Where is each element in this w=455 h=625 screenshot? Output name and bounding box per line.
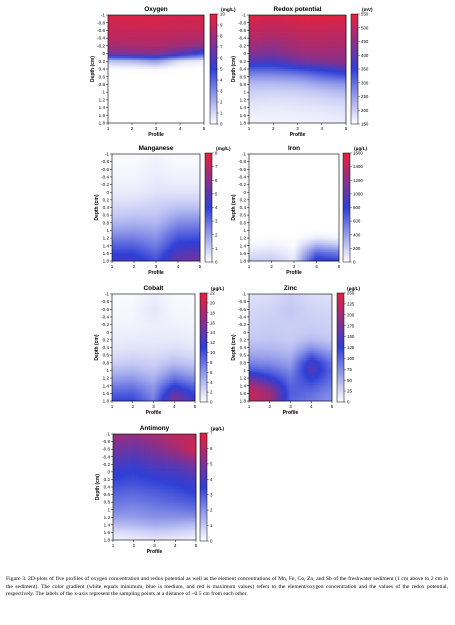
y-tick-label: -0.4 [97, 36, 105, 41]
colorbar: 012345678910 [210, 12, 225, 127]
x-tick-label: 1 [107, 126, 110, 131]
y-axis-label: Depth (cm) [90, 56, 96, 82]
colorbar-tick-label: 6 [220, 56, 223, 61]
panel-oxygen: Oxygen-1-0.8-0.6-0.4-0.200.20.40.60.811.… [90, 6, 236, 138]
y-tick-label: 1.2 [99, 97, 106, 102]
colorbar-tick-label: 5 [220, 67, 223, 72]
y-tick-label: -0.2 [97, 43, 105, 48]
colorbar-scale [210, 14, 217, 124]
heatmap-field [108, 15, 204, 123]
y-tick-label: 0.8 [99, 82, 106, 87]
colorbar-tick-label: 1 [220, 111, 223, 116]
y-tick-label: 0.6 [99, 74, 106, 79]
colorbar-tick-label: 2 [220, 100, 223, 105]
x-axis-label: Profile [148, 132, 164, 138]
colorbar-tick-label: 3 [220, 89, 223, 94]
colorbar-tick-label: 9 [220, 23, 223, 28]
heatmap-field [249, 15, 346, 123]
colorbar-unit: (mg/L) [221, 7, 236, 13]
colorbar-tick-label: 7 [220, 45, 223, 50]
colorbar-tick-label: 0 [220, 122, 223, 127]
y-tick-label: 0 [102, 51, 105, 56]
y-tick-label: -0.6 [97, 28, 105, 33]
x-tick-label: 2 [131, 126, 134, 131]
x-tick-label: 4 [179, 126, 182, 131]
y-tick-label: 0.4 [99, 67, 106, 72]
colorbar-tick-label: 4 [220, 78, 223, 83]
x-tick-label: 3 [155, 126, 158, 131]
panel-redox-potential: Redox potential-1-0.8-0.6-0.4-0.200.20.4… [231, 6, 373, 138]
y-tick-label: 0.2 [99, 59, 106, 64]
y-tick-label: 1.4 [99, 105, 106, 110]
x-tick-label: 5 [203, 126, 206, 131]
y-tick-label: -0.8 [97, 20, 105, 25]
y-tick-label: 1 [102, 90, 105, 95]
panel-title: Oxygen [144, 6, 168, 13]
y-tick-label: 1.6 [99, 113, 106, 118]
y-tick-label: -1 [101, 13, 106, 18]
y-tick-label: 1.8 [99, 121, 106, 126]
colorbar-tick-label: 8 [220, 34, 223, 39]
